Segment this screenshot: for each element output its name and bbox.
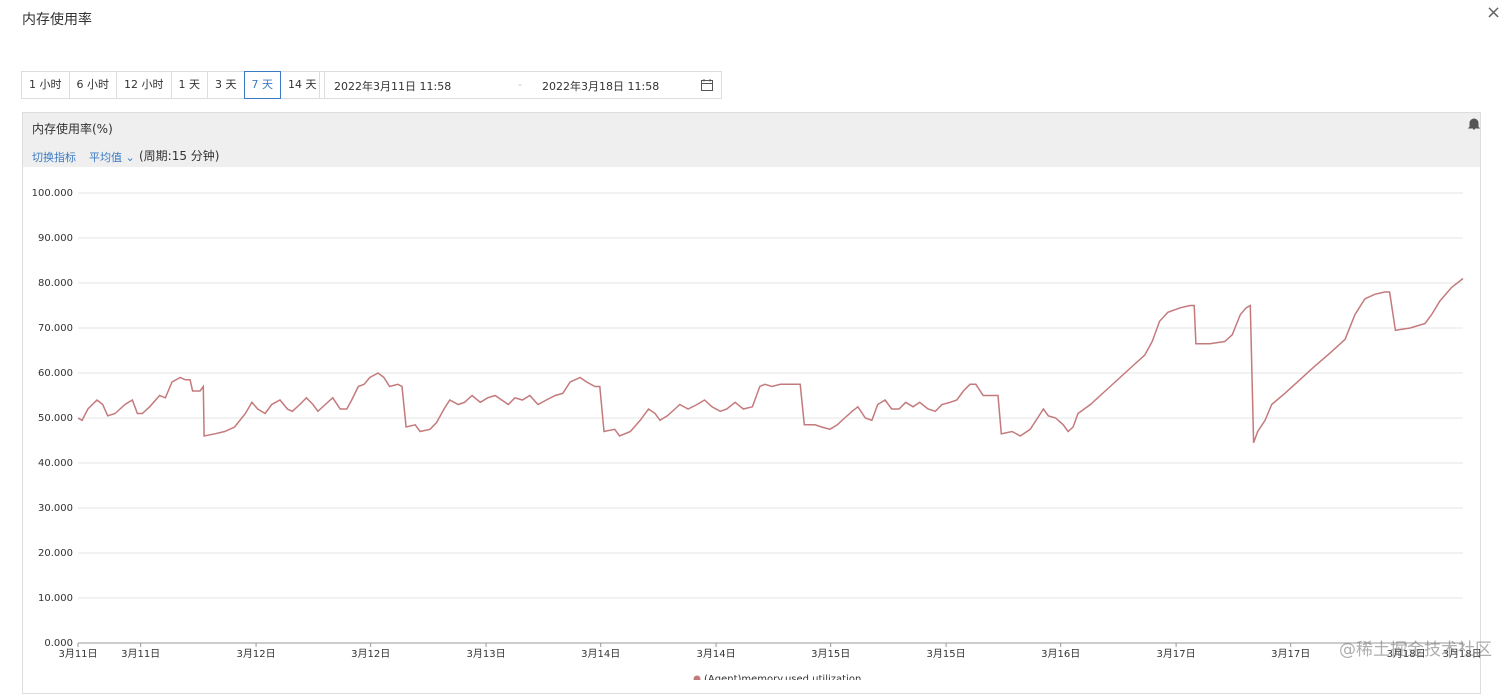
range-button[interactable]: 6 小时 — [68, 71, 117, 99]
close-button[interactable]: × — [1486, 2, 1502, 23]
range-button[interactable]: 3 天 — [207, 71, 245, 99]
period: (周期:15 分钟) — [139, 149, 220, 163]
range-button[interactable]: 7 天 — [243, 71, 281, 99]
date-separator: - — [518, 78, 522, 91]
range-button[interactable]: 1 小时 — [21, 71, 70, 99]
chart-panel: 内存使用率(%) 切换指标 平均值 ⌄ (周期:15 分钟) — [22, 112, 1481, 694]
panel-title: 内存使用率(%) — [32, 122, 113, 136]
aggregation-select[interactable]: 平均值 ⌄ — [89, 151, 135, 164]
switch-metric[interactable]: 切换指标 — [32, 151, 76, 164]
panel-header: 内存使用率(%) 切换指标 平均值 ⌄ (周期:15 分钟) — [23, 113, 1481, 167]
range-button[interactable]: 1 天 — [170, 71, 208, 99]
range-button[interactable]: 12 小时 — [116, 71, 172, 99]
range-button[interactable]: 14 天 — [280, 71, 325, 99]
dialog-title: 内存使用率 — [22, 12, 92, 28]
alarm-icon[interactable] — [1467, 117, 1481, 131]
calendar-icon[interactable] — [700, 78, 714, 92]
end-date[interactable]: 2022年3月18日 11:58 — [542, 80, 660, 93]
aggregation-label[interactable]: 平均值 — [89, 151, 122, 164]
start-date[interactable]: 2022年3月11日 11:58 — [334, 80, 452, 93]
date-range[interactable]: 2022年3月11日 11:58 - 2022年3月18日 11:58 — [319, 71, 722, 99]
